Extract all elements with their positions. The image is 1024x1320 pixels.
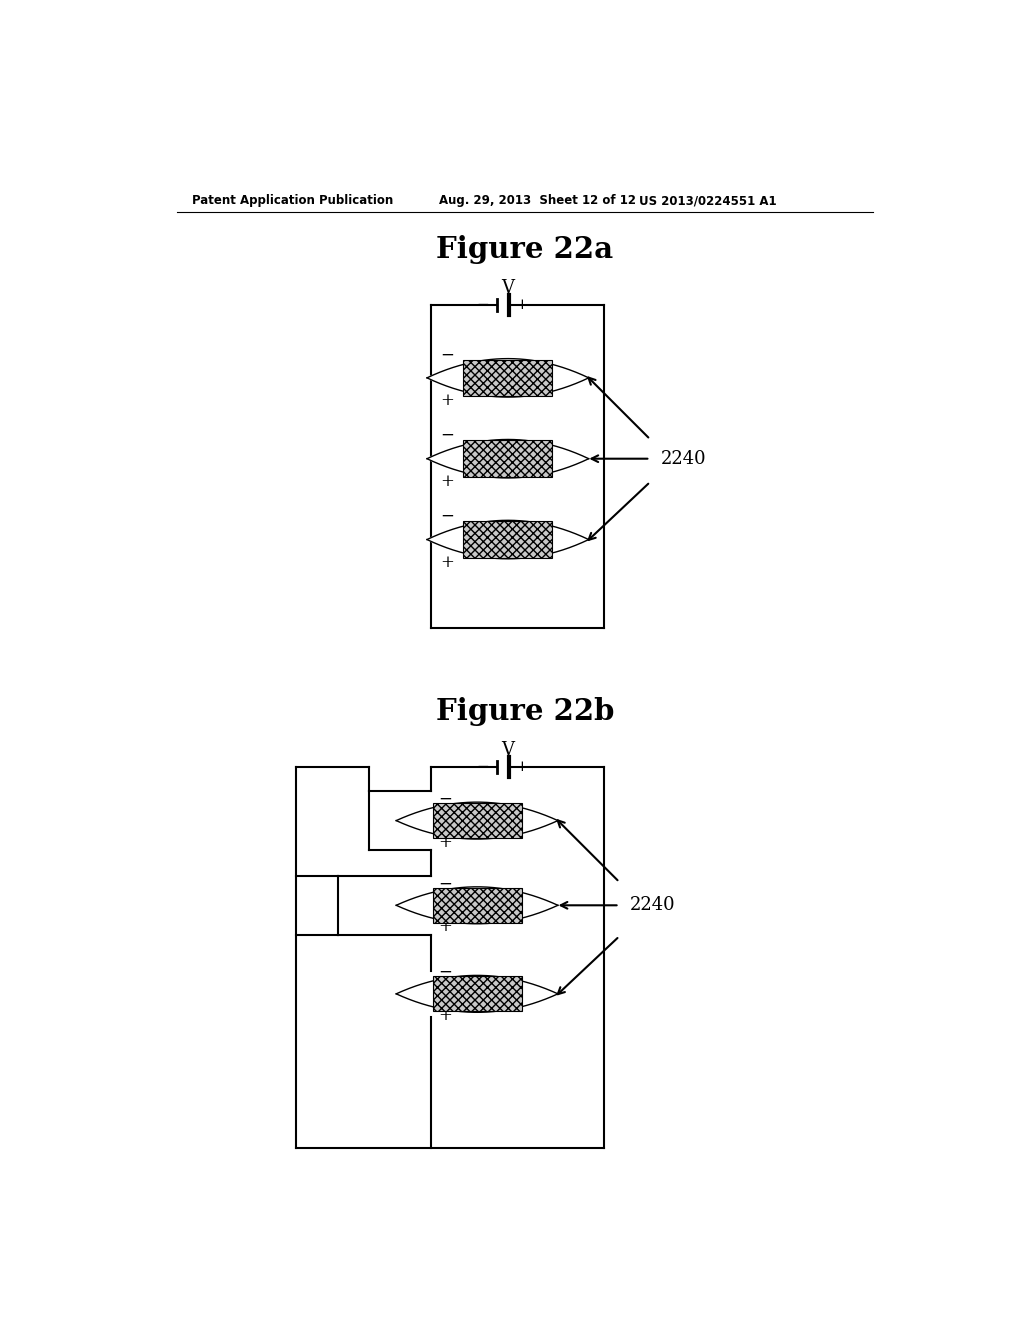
Polygon shape — [427, 440, 589, 478]
Text: +: + — [515, 760, 528, 774]
Text: +: + — [440, 554, 454, 572]
Bar — [464, 441, 552, 477]
Polygon shape — [396, 803, 558, 840]
Text: −: − — [476, 298, 489, 312]
Bar — [432, 803, 521, 838]
Text: −: − — [438, 875, 453, 892]
Text: −: − — [440, 346, 454, 363]
Text: −: − — [476, 760, 489, 774]
Text: +: + — [438, 919, 453, 936]
Text: −: − — [440, 428, 454, 444]
Bar — [464, 359, 552, 396]
Polygon shape — [396, 887, 558, 924]
Text: 2240: 2240 — [630, 896, 675, 915]
Polygon shape — [396, 975, 558, 1012]
Text: V: V — [502, 741, 514, 759]
Text: Figure 22b: Figure 22b — [435, 697, 614, 726]
Text: Patent Application Publication: Patent Application Publication — [193, 194, 393, 207]
Text: Aug. 29, 2013  Sheet 12 of 12: Aug. 29, 2013 Sheet 12 of 12 — [438, 194, 636, 207]
Text: +: + — [515, 298, 528, 312]
Text: +: + — [438, 834, 453, 850]
Bar — [432, 888, 521, 923]
Text: +: + — [440, 392, 454, 409]
Polygon shape — [427, 520, 589, 558]
Text: +: + — [438, 1007, 453, 1024]
Bar — [464, 521, 552, 558]
Bar — [432, 977, 521, 1011]
Text: −: − — [438, 964, 453, 981]
Text: −: − — [440, 508, 454, 525]
Text: Figure 22a: Figure 22a — [436, 235, 613, 264]
Text: US 2013/0224551 A1: US 2013/0224551 A1 — [639, 194, 776, 207]
Text: +: + — [440, 474, 454, 490]
Text: V: V — [502, 279, 514, 297]
Text: −: − — [438, 791, 453, 808]
Text: 2240: 2240 — [660, 450, 706, 467]
Polygon shape — [427, 359, 589, 397]
